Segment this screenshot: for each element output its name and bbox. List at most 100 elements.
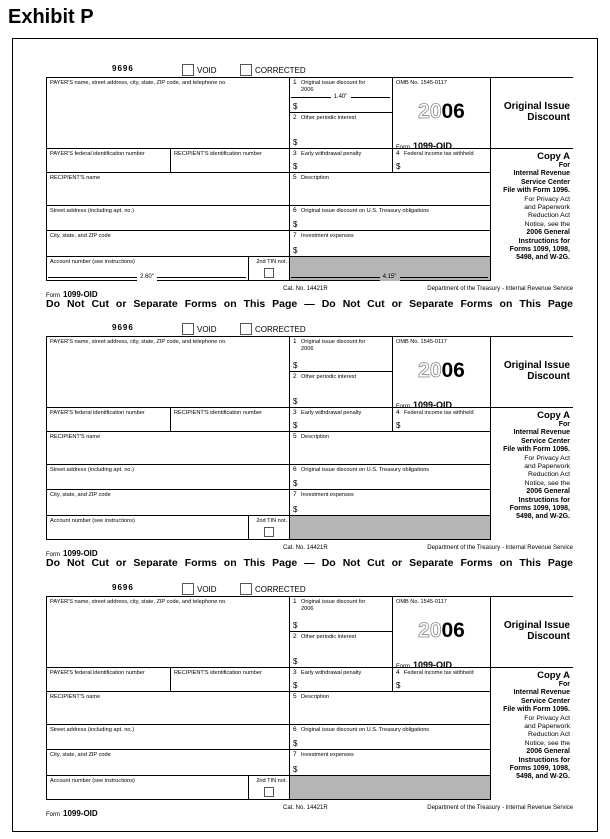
- void-checkbox[interactable]: [182, 323, 194, 335]
- field-text: Federal income tax withheld: [404, 670, 474, 676]
- field-text: City, state, and ZIP code: [50, 492, 111, 498]
- void-checkbox[interactable]: [182, 583, 194, 595]
- corrected-label: CORRECTED: [255, 66, 306, 75]
- form-field: Street address (including apt. no.): [46, 724, 290, 750]
- box-number: 5: [293, 174, 297, 181]
- corrected-label: CORRECTED: [255, 325, 306, 334]
- footer-form-id: 1099-OID: [63, 809, 98, 818]
- field-label: 4 Federal income tax withheld: [396, 409, 488, 417]
- corrected-checkbox[interactable]: [240, 323, 252, 335]
- form-code: 9696: [112, 323, 134, 332]
- void-label: VOID: [197, 66, 217, 75]
- form-field: PAYER'S name, street address, city, stat…: [46, 596, 290, 668]
- form-heading: Original Issue Discount: [503, 360, 570, 382]
- form-field: PAYER'S federal identification number: [46, 667, 171, 692]
- tin-checkbox[interactable]: [264, 787, 274, 797]
- box-number: 5: [293, 433, 297, 440]
- form-field: Street address (including apt. no.): [46, 205, 290, 231]
- dimension-label: 2.60": [137, 274, 157, 281]
- field-label: RECIPIENT'S name: [50, 434, 287, 441]
- form-heading: Original Issue Discount: [503, 620, 570, 642]
- copy-line: For Privacy Act: [524, 714, 570, 722]
- form-field: 5 Description: [289, 172, 491, 206]
- field-text: Early withdrawal penalty: [301, 410, 362, 416]
- currency: $: [293, 361, 298, 370]
- year-prefix: 20: [418, 359, 442, 383]
- field-text: RECIPIENT'S name: [50, 434, 101, 440]
- field-label: 4 Federal income tax withheld: [396, 150, 488, 158]
- copy-line: Reduction Act: [528, 471, 570, 479]
- field-text: Original issue discount on U.S. Treasury…: [301, 208, 430, 214]
- year-prefix: 20: [418, 100, 442, 124]
- tax-year: 2006: [393, 619, 490, 643]
- tin-checkbox[interactable]: [264, 268, 274, 278]
- currency: $: [293, 220, 298, 229]
- currency: $: [293, 138, 298, 147]
- form-field: 1 Original issue discount for 2006 $: [289, 336, 393, 372]
- field-label: 7 Investment expenses: [293, 232, 488, 240]
- exhibit-title: Exhibit P: [8, 6, 94, 28]
- copy-line: Reduction Act: [528, 212, 570, 220]
- catalog-number: Cat. No. 14421R: [283, 545, 328, 551]
- copy-box: Copy A For Internal Revenue Service Center F…: [490, 148, 573, 281]
- copy-line: Notice, see the: [524, 739, 570, 747]
- form-field: RECIPIENT'S name: [46, 691, 290, 725]
- copy-line: Forms 1099, 1098,: [509, 765, 570, 773]
- box-number: 3: [293, 669, 297, 676]
- field-label: 3 Early withdrawal penalty: [293, 409, 390, 417]
- form-id: 1099-OID: [413, 141, 453, 151]
- form-field: RECIPIENT'S identification number: [170, 148, 290, 173]
- year-suffix: 06: [441, 619, 465, 642]
- field-text: Other periodic interest: [301, 374, 357, 380]
- form-field: 5 Description: [289, 431, 491, 465]
- box-number: 2: [293, 633, 297, 640]
- copy-line: Instructions for: [518, 756, 570, 764]
- copy-line: 5498, and W-2G.: [516, 254, 570, 262]
- form-field: RECIPIENT'S identification number: [170, 407, 290, 432]
- corrected-checkbox[interactable]: [240, 64, 252, 76]
- form-id: 1099-OID: [413, 660, 453, 670]
- tin-checkbox[interactable]: [264, 527, 274, 537]
- currency: $: [293, 162, 298, 171]
- corrected-checkbox[interactable]: [240, 583, 252, 595]
- field-label: Street address (including apt. no.): [50, 208, 287, 215]
- form-field: City, state, and ZIP code: [46, 749, 290, 776]
- void-checkbox[interactable]: [182, 64, 194, 76]
- form-field: 2nd TIN not.: [248, 256, 290, 281]
- field-label: 2nd TIN not.: [252, 259, 287, 266]
- field-label: PAYER'S federal identification number: [50, 151, 168, 158]
- copy-line: File with Form 1096.: [503, 187, 570, 195]
- box-number: 1: [293, 79, 297, 86]
- form: 9696 VOID CORRECTED PAYER'S name, street ad…: [0, 583, 610, 836]
- form-field: RECIPIENT'S name: [46, 172, 290, 206]
- field-text: Description: [301, 434, 329, 440]
- separator-notice: Do Not Cut or Separate Forms on This Pag…: [46, 557, 573, 569]
- copy-line: and Paperwork: [524, 463, 570, 471]
- field-text: Investment expenses: [301, 752, 354, 758]
- field-text: Early withdrawal penalty: [301, 151, 362, 157]
- form-field: 6 Original issue discount on U.S. Treasur…: [289, 724, 491, 750]
- currency: $: [396, 162, 401, 171]
- form-heading: Original Issue Discount: [503, 101, 570, 123]
- copy-line: File with Form 1096.: [503, 706, 570, 714]
- field-label: PAYER'S name, street address, city, stat…: [50, 80, 287, 87]
- field-text: Street address (including apt. no.): [50, 467, 134, 473]
- field-label: 4 Federal income tax withheld: [396, 669, 488, 677]
- field-text: Other periodic interest: [301, 634, 357, 640]
- form-field: 2 Other periodic interest $: [289, 371, 393, 408]
- field-label: 3 Early withdrawal penalty: [293, 150, 390, 158]
- copy-line: and Paperwork: [524, 723, 570, 731]
- form-field: 3 Early withdrawal penalty $: [289, 407, 393, 432]
- form-field: City, state, and ZIP code: [46, 230, 290, 257]
- field-label: City, state, and ZIP code: [50, 752, 287, 759]
- copy-box: Copy A For Internal Revenue Service Center F…: [490, 407, 573, 540]
- footer-form-id: 1099-OID: [63, 290, 98, 299]
- form-field: Street address (including apt. no.): [46, 464, 290, 490]
- field-text: RECIPIENT'S name: [50, 175, 101, 181]
- footer-form-id: 1099-OID: [63, 549, 98, 558]
- field-text: Other periodic interest: [301, 115, 357, 121]
- form-field: Account number (see instructions): [46, 515, 249, 540]
- form-field: PAYER'S name, street address, city, stat…: [46, 77, 290, 149]
- field-text: Description: [301, 694, 329, 700]
- box-number: 6: [293, 207, 297, 214]
